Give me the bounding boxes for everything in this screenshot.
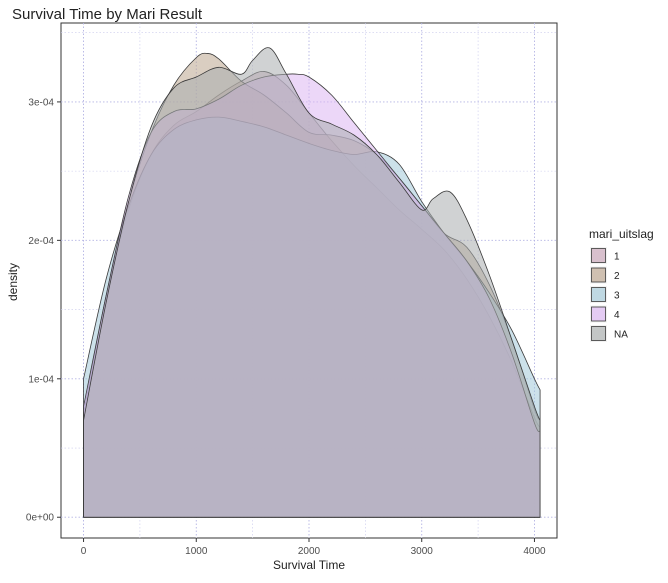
legend-label: 1 [614, 252, 620, 263]
legend-swatch [591, 287, 606, 302]
legend-label: 4 [614, 310, 620, 321]
legend-swatch [591, 306, 606, 322]
y-tick-label: 2e-04 [28, 236, 54, 247]
legend-item-1: 1 [590, 247, 620, 264]
x-axis-title: Survival Time [273, 558, 345, 572]
legend-swatch [591, 248, 606, 263]
chart-title: Survival Time by Mari Result [12, 6, 203, 23]
legend-title: mari_uitslag [589, 227, 654, 241]
density-area-series-NA [83, 47, 541, 518]
series-layer [83, 47, 541, 518]
legend: mari_uitslag 1 2 3 4 NA [589, 227, 654, 342]
x-tick-label: 1000 [185, 546, 208, 557]
y-tick-label: 3e-04 [28, 97, 54, 108]
legend-label: NA [614, 330, 628, 341]
legend-swatch [591, 326, 606, 341]
x-tick-label: 2000 [298, 546, 321, 557]
legend-swatch [591, 267, 606, 283]
x-tick-label: 4000 [523, 546, 546, 557]
y-axis-title: density [6, 263, 20, 301]
legend-items: 1 2 3 4 NA [590, 247, 628, 342]
y-tick-label: 1e-04 [28, 374, 54, 385]
y-tick-label: 0e+00 [26, 513, 55, 524]
x-tick-label: 0 [81, 546, 87, 557]
legend-item-3: 3 [590, 286, 620, 303]
axis-layer: 0 1000 2000 3000 4000 0e+00 1e-04 2e-04 3e-04 [26, 97, 546, 557]
legend-label: 2 [614, 271, 620, 282]
x-tick-label: 3000 [411, 546, 434, 557]
legend-item-2: 2 [590, 266, 620, 284]
legend-item-4: 4 [590, 305, 620, 323]
legend-label: 3 [614, 291, 620, 302]
legend-item-NA: NA [590, 325, 628, 342]
